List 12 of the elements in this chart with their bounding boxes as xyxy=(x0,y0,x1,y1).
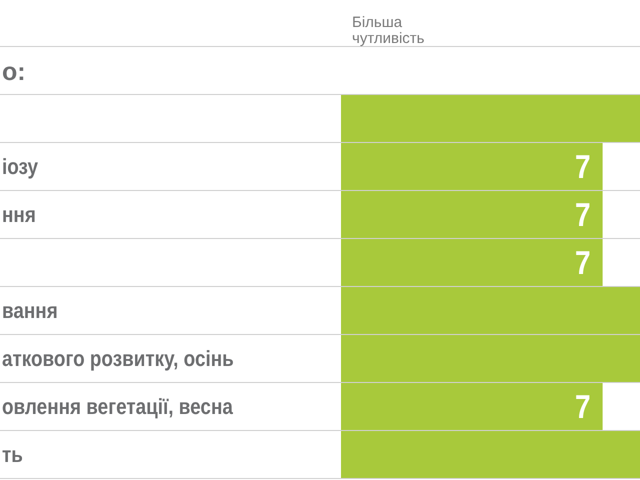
y-tick-label: ть xyxy=(2,442,23,468)
y-tick-label: овлення вегетації, весна xyxy=(2,394,234,420)
data-label: 7 xyxy=(575,148,591,186)
text: о: xyxy=(2,58,26,86)
text: Більша чутливість xyxy=(352,14,425,47)
y-tick-label: вання xyxy=(2,298,58,324)
data-label: 7 xyxy=(575,244,591,282)
y-tick-label: іозу xyxy=(2,154,39,180)
y-tick-label: аткового розвитку, осінь xyxy=(2,346,234,372)
data-label: 7 xyxy=(575,196,591,234)
y-tick-label: ння xyxy=(2,202,36,228)
data-label: 7 xyxy=(575,388,591,426)
